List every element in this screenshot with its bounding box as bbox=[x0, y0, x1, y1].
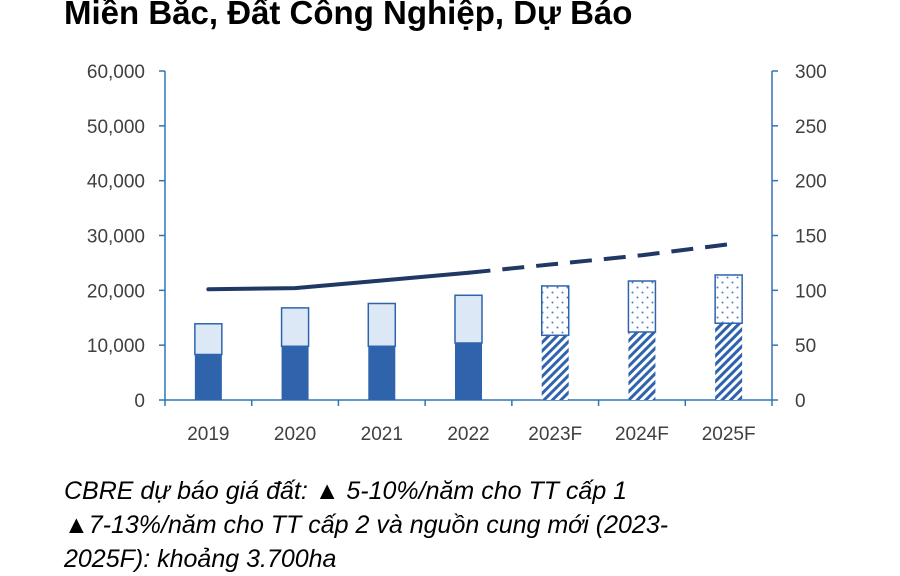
bar-lower bbox=[368, 346, 396, 400]
left-tick-label: 40,000 bbox=[87, 172, 145, 193]
left-tick-label: 60,000 bbox=[87, 62, 145, 83]
left-tick-label: 30,000 bbox=[87, 227, 145, 248]
x-tick-label: 2022 bbox=[447, 424, 489, 445]
x-tick-label: 2023F bbox=[528, 424, 582, 445]
bar-upper bbox=[627, 280, 657, 333]
x-tick-label: 2025F bbox=[702, 424, 756, 445]
left-tick-label: 10,000 bbox=[87, 336, 145, 357]
bar-lower bbox=[541, 335, 569, 400]
right-tick-label: 150 bbox=[795, 227, 827, 248]
left-tick-label: 20,000 bbox=[87, 281, 145, 302]
bar-lower bbox=[715, 323, 743, 400]
chart: 0 10,000 20,000 30,000 40,000 50,000 60,000 0 50… bbox=[87, 62, 827, 445]
bar-upper bbox=[714, 274, 743, 324]
right-tick-label: 0 bbox=[795, 391, 806, 412]
left-tick-label: 0 bbox=[134, 391, 145, 412]
caption-line-3: 2025F): khoảng 3.700ha bbox=[64, 545, 337, 573]
x-tick-label: 2020 bbox=[274, 424, 316, 445]
line-series-forecast bbox=[468, 242, 729, 275]
bar-upper bbox=[194, 323, 223, 356]
right-tick-label: 300 bbox=[795, 62, 827, 83]
bar-lower bbox=[628, 332, 656, 400]
bar-lower bbox=[455, 342, 482, 400]
caption-line-2: ▲7-13%/năm cho TT cấp 2 và nguồn cung mớ… bbox=[64, 511, 669, 539]
bar-lower bbox=[281, 346, 309, 400]
bar-upper bbox=[280, 307, 310, 348]
line-series-actual bbox=[206, 270, 471, 292]
x-tick-label: 2024F bbox=[615, 424, 669, 445]
x-tick-label: 2019 bbox=[187, 424, 229, 445]
bar-upper bbox=[367, 302, 397, 348]
caption: CBRE dự báo giá đất: ▲ 5-10%/năm cho TT … bbox=[64, 474, 884, 576]
bar-lower bbox=[194, 354, 222, 400]
chart-title: Miền Bắc, Đất Công Nghiệp, Dự Báo bbox=[64, 0, 633, 31]
right-tick-label: 250 bbox=[795, 117, 827, 138]
right-tick-label: 50 bbox=[795, 336, 816, 357]
bar-upper bbox=[540, 285, 570, 337]
right-tick-label: 200 bbox=[795, 172, 827, 193]
right-tick-label: 100 bbox=[795, 281, 827, 302]
bar-upper bbox=[454, 294, 483, 344]
caption-line-1: CBRE dự báo giá đất: ▲ 5-10%/năm cho TT … bbox=[64, 477, 628, 505]
x-tick-label: 2021 bbox=[361, 424, 403, 445]
left-tick-label: 50,000 bbox=[87, 117, 145, 138]
